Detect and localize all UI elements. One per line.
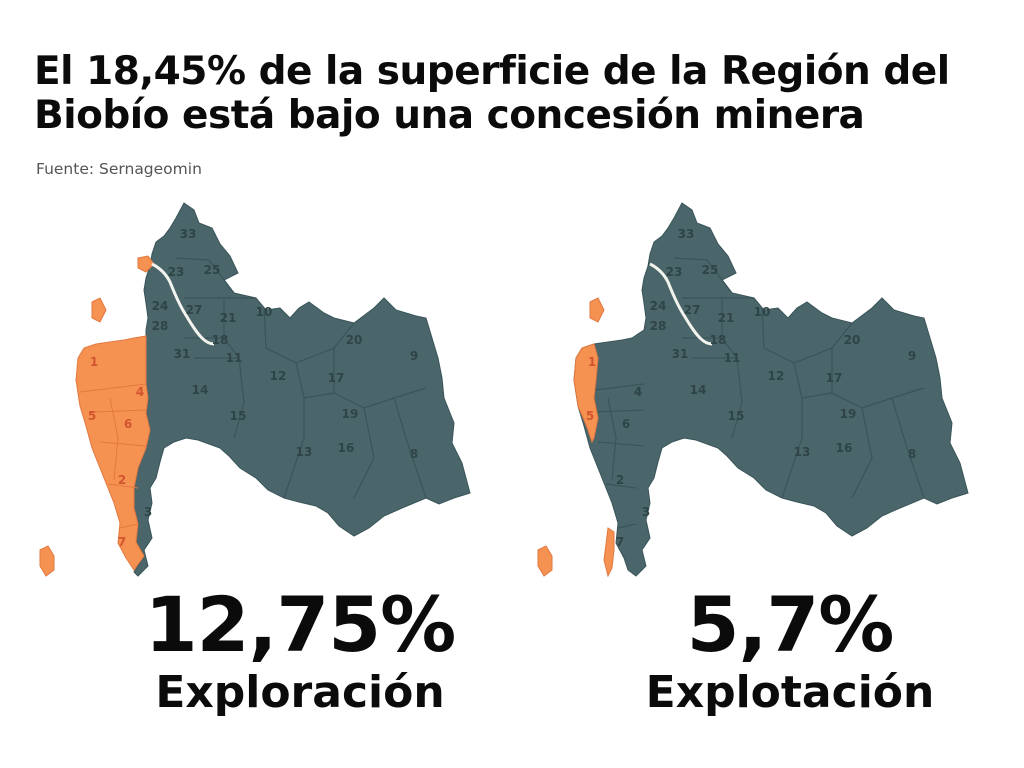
commune-label-21: 21 — [220, 311, 237, 325]
title-line-2: Biobío está bajo una concesión minera — [34, 93, 865, 138]
exploracion-percentage: 12,75% — [144, 580, 457, 669]
commune-labels: 33 25 23 24 27 21 10 28 18 31 11 20 9 1 … — [586, 227, 916, 549]
commune-label-28: 28 — [650, 319, 667, 333]
commune-label-9: 9 — [908, 349, 916, 363]
commune-label-24: 24 — [650, 299, 667, 313]
commune-label-14: 14 — [192, 383, 209, 397]
title-line-1: El 18,45% de la superficie de la Región … — [34, 49, 950, 94]
commune-label-6: 6 — [124, 417, 132, 431]
map-explotacion: 33 25 23 24 27 21 10 28 18 31 11 20 9 1 … — [532, 198, 972, 590]
commune-label-13: 13 — [794, 445, 811, 459]
commune-label-7: 7 — [118, 535, 126, 549]
concession-island-north — [589, 297, 605, 323]
page-title: El 18,45% de la superficie de la Región … — [34, 50, 1014, 138]
river — [649, 262, 713, 346]
commune-label-5: 5 — [586, 409, 594, 423]
commune-label-8: 8 — [908, 447, 916, 461]
commune-label-20: 20 — [346, 333, 363, 347]
commune-label-13: 13 — [296, 445, 313, 459]
concession-area-exploracion — [75, 335, 151, 571]
commune-label-19: 19 — [342, 407, 359, 421]
concession-island-south — [537, 545, 553, 577]
commune-label-33: 33 — [180, 227, 197, 241]
commune-borders — [175, 257, 427, 499]
commune-label-3: 3 — [144, 505, 152, 519]
concession-north-tip — [137, 255, 155, 273]
concession-area-explotacion — [573, 343, 599, 444]
commune-label-23: 23 — [666, 265, 683, 279]
commune-label-27: 27 — [186, 303, 203, 317]
river — [151, 262, 215, 346]
commune-label-11: 11 — [226, 351, 243, 365]
commune-label-25: 25 — [204, 263, 221, 277]
commune-label-21: 21 — [718, 311, 735, 325]
commune-label-17: 17 — [826, 371, 843, 385]
commune-label-20: 20 — [844, 333, 861, 347]
commune-label-31: 31 — [174, 347, 191, 361]
commune-label-24: 24 — [152, 299, 169, 313]
commune-label-25: 25 — [702, 263, 719, 277]
commune-label-15: 15 — [728, 409, 745, 423]
commune-label-31: 31 — [672, 347, 689, 361]
commune-label-1: 1 — [90, 355, 98, 369]
commune-borders — [577, 257, 925, 529]
commune-label-12: 12 — [768, 369, 785, 383]
commune-label-5: 5 — [88, 409, 96, 423]
commune-label-7: 7 — [616, 535, 624, 549]
commune-labels: 33 25 23 24 27 21 10 28 18 31 11 20 9 1 … — [88, 227, 418, 549]
commune-label-19: 19 — [840, 407, 857, 421]
commune-label-16: 16 — [338, 441, 355, 455]
explotacion-label: Explotación — [645, 667, 935, 718]
commune-label-18: 18 — [212, 333, 229, 347]
source-caption: Fuente: Sernageomin — [36, 160, 202, 178]
region-map-explotacion: 33 25 23 24 27 21 10 28 18 31 11 20 9 1 … — [537, 202, 969, 578]
commune-label-8: 8 — [410, 447, 418, 461]
commune-label-4: 4 — [634, 385, 642, 399]
commune-label-28: 28 — [152, 319, 169, 333]
explotacion-percentage: 5,7% — [686, 580, 895, 669]
commune-label-33: 33 — [678, 227, 695, 241]
commune-label-2: 2 — [118, 473, 126, 487]
concession-commune-borders — [79, 383, 147, 529]
commune-label-1: 1 — [588, 355, 596, 369]
commune-label-2: 2 — [616, 473, 624, 487]
commune-label-17: 17 — [328, 371, 345, 385]
commune-label-23: 23 — [168, 265, 185, 279]
exploracion-label: Exploración — [155, 667, 445, 718]
concession-island-south — [39, 545, 55, 577]
concession-strip-south — [603, 527, 615, 578]
commune-label-10: 10 — [754, 305, 771, 319]
commune-label-10: 10 — [256, 305, 273, 319]
region-map-exploracion: 33 25 23 24 27 21 10 28 18 31 11 20 9 1 … — [39, 202, 471, 577]
map-exploracion: 33 25 23 24 27 21 10 28 18 31 11 20 9 1 … — [34, 198, 474, 590]
commune-label-9: 9 — [410, 349, 418, 363]
commune-label-15: 15 — [230, 409, 247, 423]
commune-label-14: 14 — [690, 383, 707, 397]
concession-island-north — [91, 297, 107, 323]
commune-label-27: 27 — [684, 303, 701, 317]
commune-label-3: 3 — [642, 505, 650, 519]
commune-label-12: 12 — [270, 369, 287, 383]
commune-label-16: 16 — [836, 441, 853, 455]
commune-label-18: 18 — [710, 333, 727, 347]
commune-label-11: 11 — [724, 351, 741, 365]
commune-label-4: 4 — [136, 385, 144, 399]
commune-label-6: 6 — [622, 417, 630, 431]
